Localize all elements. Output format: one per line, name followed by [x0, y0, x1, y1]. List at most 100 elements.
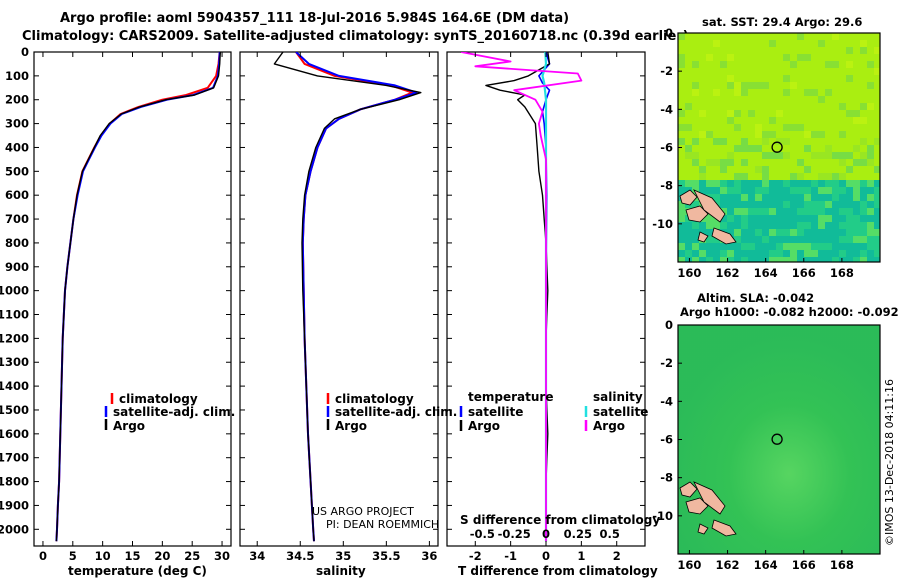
- sst-cell: [867, 243, 874, 250]
- sst-cell: [783, 194, 790, 201]
- sst-cell: [706, 236, 713, 243]
- sst-cell: [692, 180, 699, 187]
- sst-cell: [727, 201, 734, 208]
- sst-cell: [818, 257, 825, 262]
- x-tick-label: 1: [577, 549, 585, 563]
- depth-tick-label: 1600: [0, 427, 29, 441]
- ssh-map-shading: [678, 325, 880, 554]
- sst-cell: [727, 82, 734, 89]
- sst-cell: [839, 243, 846, 250]
- sst-cell: [727, 215, 734, 222]
- sst-cell: [678, 222, 685, 229]
- depth-tick-label: 200: [5, 93, 29, 107]
- sst-cell: [790, 243, 797, 250]
- map-y-tick-label: -6: [660, 433, 673, 447]
- sst-cell: [853, 117, 860, 124]
- sst-cell: [762, 166, 769, 173]
- sst-cell: [720, 257, 727, 262]
- series-argo: [273, 52, 422, 542]
- sst-cell: [860, 103, 867, 110]
- depth-tick-label: 1700: [0, 451, 29, 465]
- sst-cell: [825, 250, 832, 257]
- sst-cell: [685, 243, 692, 250]
- sst-cell: [748, 194, 755, 201]
- depth-tick-label: 1900: [0, 498, 29, 512]
- sst-cell: [720, 61, 727, 68]
- sst-cell: [846, 215, 853, 222]
- sst-cell: [804, 201, 811, 208]
- sst-cell: [832, 61, 839, 68]
- sst-cell: [678, 215, 685, 222]
- legend-label-satellite-adj: satellite-adj. clim.: [113, 405, 235, 419]
- sst-cell: [734, 110, 741, 117]
- sst-cell: [797, 173, 804, 180]
- depth-tick-label: 1000: [0, 284, 29, 298]
- sst-cell: [825, 229, 832, 236]
- sst-cell: [720, 215, 727, 222]
- sst-cell: [692, 152, 699, 159]
- sst-cell: [741, 229, 748, 236]
- sst-cell: [706, 222, 713, 229]
- map-y-tick-label: -8: [660, 179, 673, 193]
- sst-cell: [727, 250, 734, 257]
- sst-cell: [692, 61, 699, 68]
- legend-title-temperature: temperature: [468, 390, 553, 404]
- sst-cell: [811, 222, 818, 229]
- sst-cell: [874, 68, 880, 75]
- sst-cell: [853, 187, 860, 194]
- sst-cell: [839, 152, 846, 159]
- sst-cell: [846, 236, 853, 243]
- sst-cell: [797, 250, 804, 257]
- sst-cell: [699, 180, 706, 187]
- sst-cell: [783, 243, 790, 250]
- sst-cell: [818, 173, 825, 180]
- sst-cell: [825, 152, 832, 159]
- sst-cell: [748, 180, 755, 187]
- sst-cell: [727, 229, 734, 236]
- sst-cell: [846, 208, 853, 215]
- sst-cell: [776, 236, 783, 243]
- sst-cell: [734, 229, 741, 236]
- sst-cell: [846, 166, 853, 173]
- sst-cell: [797, 215, 804, 222]
- sst-cell: [755, 145, 762, 152]
- sst-cell: [713, 257, 720, 262]
- sst-cell: [727, 222, 734, 229]
- legend-label-argo: Argo: [335, 419, 367, 433]
- sst-cell: [867, 82, 874, 89]
- sst-cell: [699, 257, 706, 262]
- sst-cell: [790, 173, 797, 180]
- ssh-map: [677, 324, 881, 555]
- difference-salinity-legend: salinity satellite Argo: [584, 390, 648, 433]
- sst-cell: [762, 152, 769, 159]
- s-tick-label: -0.25: [498, 527, 531, 541]
- sst-cell: [860, 40, 867, 47]
- sst-cell: [741, 201, 748, 208]
- sst-cell: [832, 173, 839, 180]
- map-x-tick-label: 166: [792, 266, 816, 280]
- depth-tick-label: 1500: [0, 403, 29, 417]
- sst-cell: [762, 243, 769, 250]
- depth-tick-label: 1300: [0, 355, 29, 369]
- x-tick-label: 30: [214, 549, 230, 563]
- sst-cell: [727, 54, 734, 61]
- sst-cell: [748, 250, 755, 257]
- sst-cell: [762, 215, 769, 222]
- legend-label-climatology: climatology: [335, 392, 414, 406]
- depth-tick-label: 900: [5, 260, 29, 274]
- sst-cell: [860, 152, 867, 159]
- sst-cell: [741, 180, 748, 187]
- sst-cell: [685, 124, 692, 131]
- sst-cell: [755, 124, 762, 131]
- sst-cell: [755, 250, 762, 257]
- x-tick-label: 15: [124, 549, 140, 563]
- series-argo: [55, 52, 221, 542]
- sst-cell: [860, 159, 867, 166]
- sst-cell: [804, 54, 811, 61]
- sst-cell: [748, 243, 755, 250]
- sst-cell: [853, 215, 860, 222]
- island: [685, 205, 709, 223]
- sst-cell: [692, 89, 699, 96]
- legend-label-t-satellite: satellite: [468, 405, 523, 419]
- sst-cell: [769, 236, 776, 243]
